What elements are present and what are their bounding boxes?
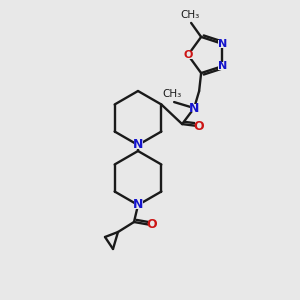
- Text: N: N: [133, 139, 143, 152]
- FancyBboxPatch shape: [134, 201, 142, 209]
- Text: O: O: [194, 120, 204, 133]
- FancyBboxPatch shape: [184, 51, 193, 59]
- FancyBboxPatch shape: [148, 221, 157, 229]
- FancyBboxPatch shape: [134, 141, 142, 149]
- Text: N: N: [133, 199, 143, 212]
- Text: CH₃: CH₃: [181, 10, 200, 20]
- Text: N: N: [189, 102, 199, 115]
- Text: N: N: [218, 39, 227, 49]
- FancyBboxPatch shape: [218, 40, 227, 48]
- FancyBboxPatch shape: [218, 62, 227, 70]
- FancyBboxPatch shape: [195, 122, 204, 130]
- Text: O: O: [183, 50, 193, 60]
- Text: O: O: [147, 218, 157, 232]
- FancyBboxPatch shape: [190, 104, 199, 112]
- Text: CH₃: CH₃: [163, 89, 182, 99]
- Text: N: N: [218, 61, 227, 71]
